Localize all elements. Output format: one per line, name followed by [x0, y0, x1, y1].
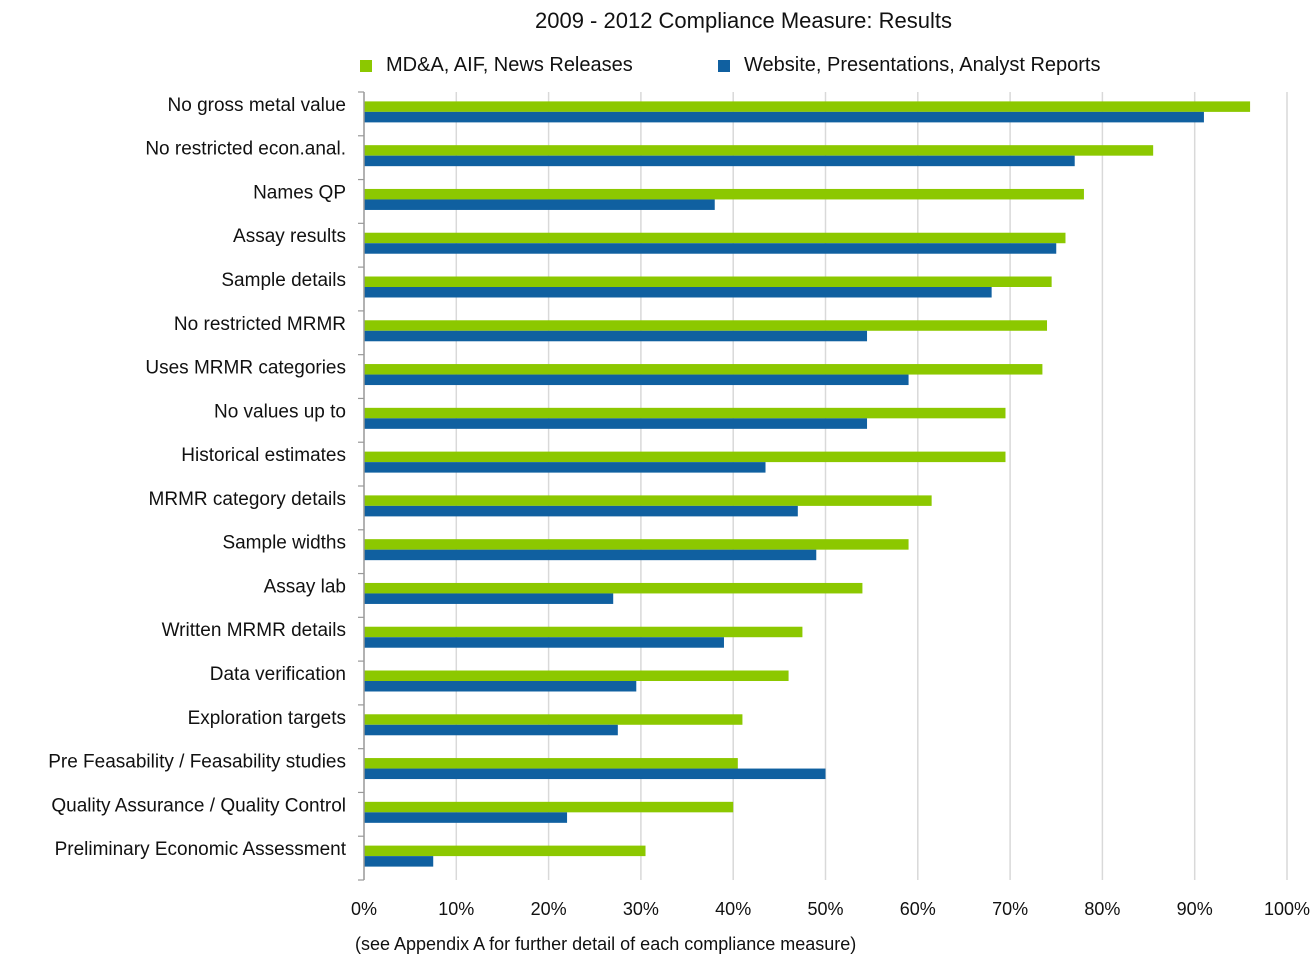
bar-series-2: [364, 637, 724, 648]
bar-series-1: [364, 495, 932, 506]
bar-series-1: [364, 714, 743, 725]
legend-item-series-1: MD&A, AIF, News Releases: [360, 54, 633, 77]
bar-series-2: [364, 856, 434, 867]
bar-series-1: [364, 801, 734, 813]
x-tick-label: 10%: [438, 899, 474, 919]
bar-series-2: [364, 199, 715, 210]
bar-series-1: [364, 232, 1066, 244]
category-label: Preliminary Economic Assessment: [55, 839, 347, 860]
bar-series-2: [364, 681, 637, 692]
bar-series-2: [364, 505, 798, 517]
category-label: Sample details: [221, 270, 346, 291]
legend-item-series-2: Website, Presentations, Analyst Reports: [718, 54, 1100, 77]
bar-series-2: [364, 724, 618, 736]
bar-series-2: [364, 549, 817, 561]
category-label: No gross metal value: [168, 95, 346, 116]
bar-series-2: [364, 812, 568, 823]
x-tick-label: 100%: [1264, 899, 1310, 919]
bar-series-1: [364, 845, 646, 857]
bar-series-2: [364, 593, 614, 604]
bar-series-1: [364, 539, 909, 550]
bar-series-2: [364, 155, 1075, 167]
legend: MD&A, AIF, News Releases Website, Presen…: [0, 54, 1314, 82]
bar-series-1: [364, 670, 789, 681]
chart-title: 2009 - 2012 Compliance Measure: Results: [535, 8, 953, 33]
bar-series-2: [364, 418, 868, 429]
legend-swatch-series-1: [360, 59, 372, 72]
x-tick-label: 20%: [531, 899, 567, 919]
category-label: Historical estimates: [181, 445, 346, 466]
bar-series-1: [364, 145, 1154, 156]
legend-label-series-1: MD&A, AIF, News Releases: [386, 54, 633, 76]
bar-series-2: [364, 330, 868, 342]
chart-footnote: (see Appendix A for further detail of ea…: [355, 934, 857, 954]
category-label: Pre Feasability / Feasability studies: [48, 752, 346, 773]
bar-series-1: [364, 276, 1052, 287]
category-label: No values up to: [214, 401, 346, 422]
bar-series-1: [364, 582, 863, 594]
bar-series-1: [364, 407, 1006, 419]
x-tick-label: 0%: [351, 899, 377, 919]
category-label: Written MRMR details: [162, 620, 346, 641]
bar-series-2: [364, 243, 1057, 254]
category-label: No restricted MRMR: [174, 314, 346, 335]
legend-label-series-2: Website, Presentations, Analyst Reports: [744, 54, 1101, 76]
category-label: Data verification: [210, 664, 346, 685]
category-label: MRMR category details: [149, 489, 346, 510]
category-label: No restricted econ.anal.: [145, 139, 346, 160]
x-tick-label: 80%: [1084, 899, 1120, 919]
x-tick-label: 40%: [715, 899, 751, 919]
bar-series-2: [364, 287, 992, 298]
x-tick-label: 50%: [807, 899, 843, 919]
bar-series-1: [364, 758, 738, 769]
bar-series-1: [364, 451, 1006, 463]
bar-series-1: [364, 626, 803, 638]
category-label: Assay results: [233, 226, 346, 247]
bar-series-1: [364, 364, 1043, 375]
category-label: Quality Assurance / Quality Control: [51, 795, 346, 816]
category-label: Exploration targets: [188, 708, 346, 729]
bar-series-2: [364, 462, 766, 473]
bar-series-1: [364, 320, 1048, 331]
x-tick-label: 90%: [1177, 899, 1213, 919]
legend-swatch-series-2: [718, 59, 730, 72]
bar-series-1: [364, 101, 1251, 112]
bar-series-2: [364, 111, 1204, 123]
bar-series-2: [364, 768, 826, 780]
x-tick-label: 60%: [900, 899, 936, 919]
category-label: Sample widths: [222, 533, 346, 554]
bar-series-2: [364, 374, 909, 386]
category-label: Uses MRMR categories: [145, 358, 346, 379]
category-label: Assay lab: [264, 576, 346, 597]
bar-series-1: [364, 188, 1084, 200]
x-tick-label: 70%: [992, 899, 1028, 919]
x-tick-label: 30%: [623, 899, 659, 919]
category-label: Names QP: [253, 182, 346, 203]
